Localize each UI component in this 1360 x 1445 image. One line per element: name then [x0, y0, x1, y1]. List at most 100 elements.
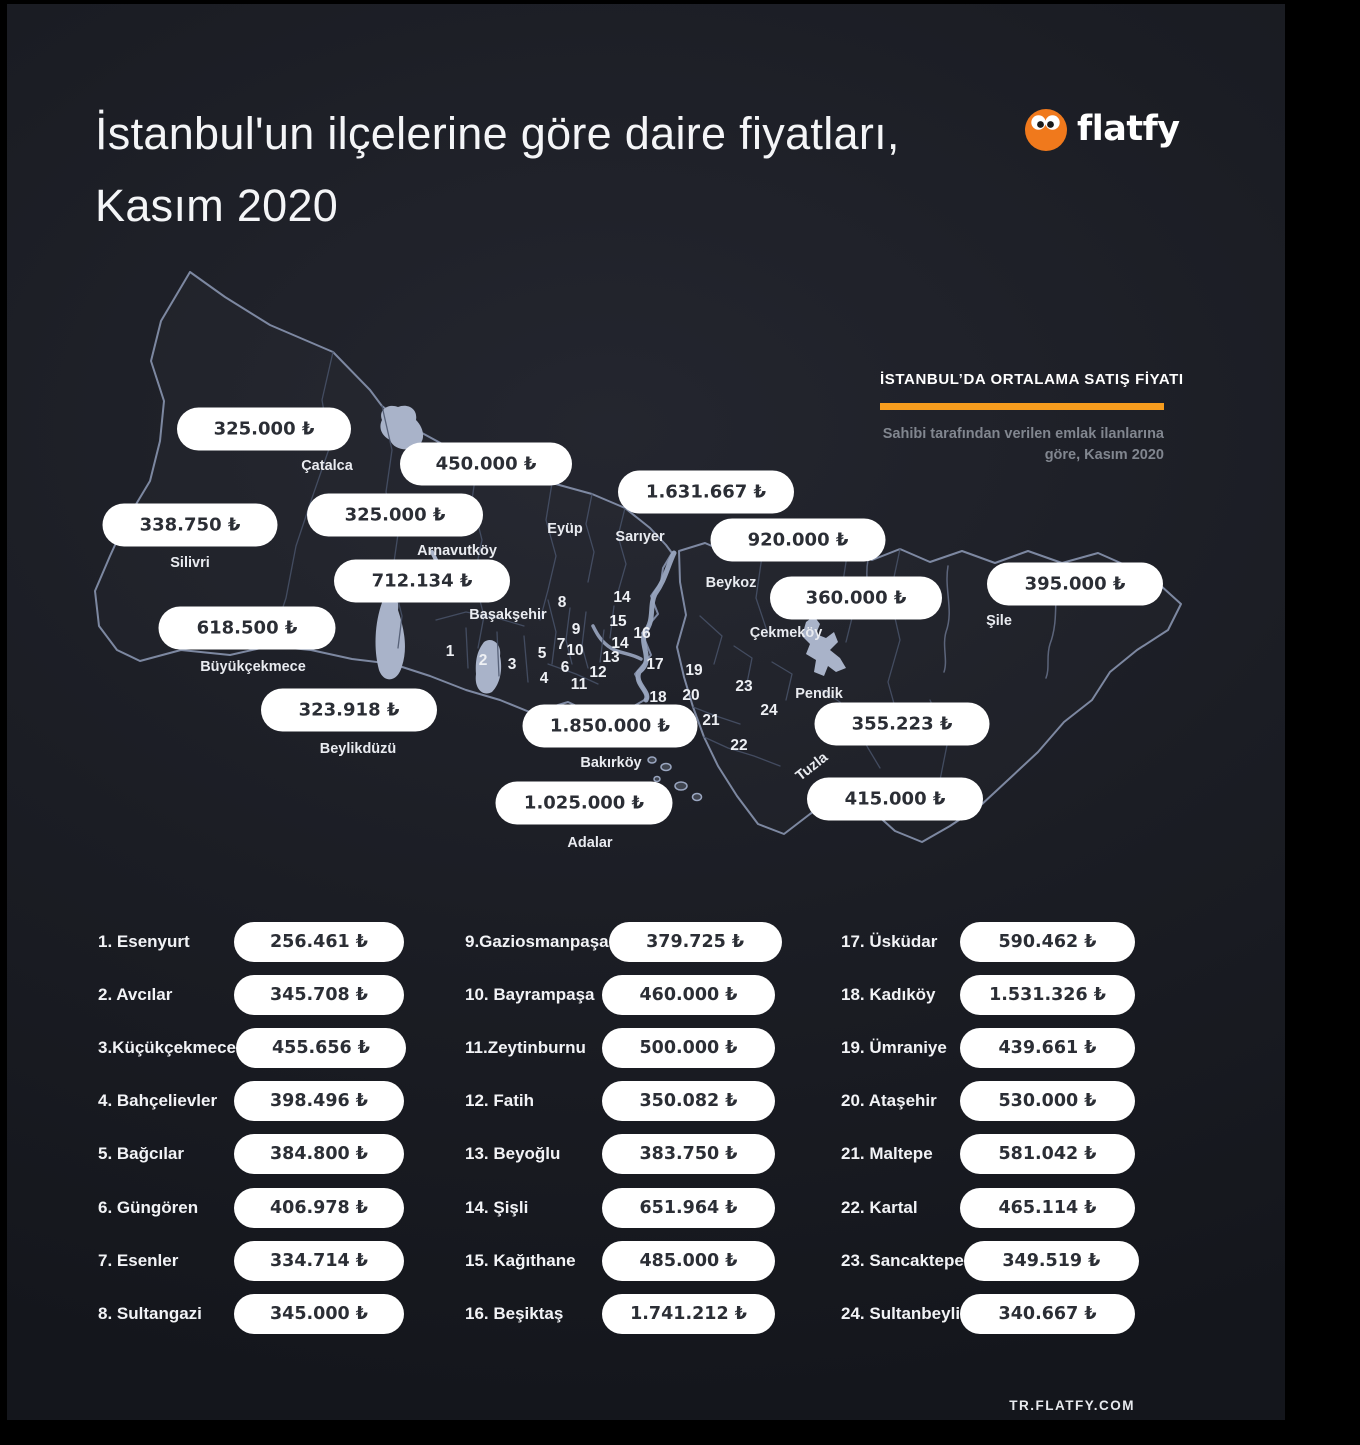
list-row: 3.Küçükçekmece 455.656 ₺	[98, 1021, 406, 1074]
district-label: 15. Kağıthane	[465, 1250, 576, 1270]
list-row: 7. Esenler 334.714 ₺	[98, 1234, 404, 1287]
map-district-number: 12	[589, 664, 607, 681]
map-district-number: 15	[609, 613, 627, 630]
map-price-pill-arnavutkoy: 325.000 ₺	[307, 493, 483, 537]
district-label: 5. Bağcılar	[98, 1144, 184, 1164]
price-pill: 345.708 ₺	[234, 974, 404, 1015]
list-row: 17. Üsküdar 590.462 ₺	[841, 915, 1135, 968]
district-label: 23. Sancaktepe	[841, 1250, 964, 1270]
info-box-subtitle-line1: Sahibi tarafından verilen emlak ilanları…	[882, 426, 1164, 442]
info-box-subtitle-line2: göre, Kasım 2020	[1044, 447, 1164, 463]
price-pill: 406.978 ₺	[234, 1187, 404, 1228]
list-row: 8. Sultangazi 345.000 ₺	[98, 1287, 404, 1340]
list-column-3: 17. Üsküdar 590.462 ₺ 18. Kadıköy 1.531.326…	[841, 915, 1139, 1341]
district-label: 22. Kartal	[841, 1197, 918, 1217]
price-pill: 383.750 ₺	[602, 1134, 775, 1175]
price-pill: 345.000 ₺	[234, 1293, 404, 1334]
princes-islands	[647, 756, 703, 802]
price-pill: 1.531.326 ₺	[960, 974, 1135, 1015]
map-district-number: 19	[685, 662, 703, 679]
district-label: 16. Beşiktaş	[465, 1303, 564, 1323]
map-district-number: 3	[507, 656, 517, 673]
district-label: 10. Bayrampaşa	[465, 984, 595, 1004]
district-label: 17. Üsküdar	[841, 931, 938, 951]
price-pill: 384.800 ₺	[234, 1134, 404, 1175]
list-row: 15. Kağıthane 485.000 ₺	[465, 1234, 775, 1287]
list-row: 6. Güngören 406.978 ₺	[98, 1181, 404, 1234]
district-label: 4. Bahçelievler	[98, 1091, 218, 1111]
map-price-pill-basaksehir: 712.134 ₺	[334, 559, 510, 603]
omerli-dam	[802, 616, 846, 676]
map-price-pill-buyukcekmece: 618.500 ₺	[158, 606, 336, 650]
map-price-pill-pendik: 355.223 ₺	[814, 702, 990, 746]
map-district-number: 13	[602, 649, 620, 666]
price-pill: 349.519 ₺	[963, 1240, 1139, 1281]
list-row: 5. Bağcılar 384.800 ₺	[98, 1128, 404, 1181]
map-price-pill-beylikduzu: 323.918 ₺	[261, 688, 437, 732]
map-district-number: 4	[539, 670, 549, 687]
map-district-number: 21	[702, 712, 720, 729]
map-district-number: 23	[735, 678, 753, 695]
map-district-number: 7	[556, 636, 566, 653]
list-row: 2. Avcılar 345.708 ₺	[98, 968, 404, 1021]
map-district-label-bakirkoy: Bakırköy	[580, 755, 642, 771]
map-district-number: 16	[633, 625, 651, 642]
golden-horn	[591, 624, 643, 661]
map-district-number: 6	[560, 659, 570, 676]
map-price-pill-catalca: 325.000 ₺	[177, 407, 351, 451]
map-district-label-arnavutkoy: Arnavutköy	[417, 543, 497, 559]
map-district-label-beykoz: Beykoz	[705, 575, 757, 591]
kucukcekmece-lake	[475, 639, 502, 694]
district-label: 6. Güngören	[98, 1197, 199, 1217]
page-title: İstanbul'un ilçelerine göre daire fiyatl…	[95, 98, 900, 242]
map-district-label-eyup: Eyüp	[547, 521, 583, 537]
map-district-number: 18	[649, 689, 667, 706]
price-pill: 485.000 ₺	[602, 1240, 775, 1281]
map-district-label-cekmekoy: Çekmeköy	[749, 625, 823, 641]
price-pill: 334.714 ₺	[234, 1240, 404, 1281]
map-district-label-beylikduzu: Beylikdüzü	[319, 741, 397, 757]
district-label: 11.Zeytinburnu	[465, 1037, 586, 1057]
map-district-label-basaksehir: Başakşehir	[469, 607, 547, 623]
price-pill: 350.082 ₺	[602, 1081, 775, 1122]
map-price-pill-sile: 395.000 ₺	[987, 562, 1163, 606]
buyukcekmece-lake	[375, 595, 405, 680]
list-row: 1. Esenyurt 256.461 ₺	[98, 915, 404, 968]
map-district-number: 1	[445, 643, 455, 660]
list-row: 16. Beşiktaş 1.741.212 ₺	[465, 1287, 775, 1340]
price-pill: 398.496 ₺	[234, 1081, 404, 1122]
map-district-label-sariyer: Sarıyer	[615, 529, 665, 545]
map-district-number: 11	[570, 676, 588, 693]
flatfy-logo-text: flatfy	[1077, 109, 1180, 149]
footer-site-url: TR.FLATFY.COM	[1009, 1398, 1135, 1413]
district-label: 3.Küçükçekmece	[98, 1037, 236, 1057]
list-row: 13. Beyoğlu 383.750 ₺	[465, 1128, 775, 1181]
map-district-number: 9	[571, 621, 581, 638]
map-district-label-sile: Şile	[986, 613, 1012, 629]
map-price-pill-cekmekoy: 360.000 ₺	[770, 576, 942, 620]
list-column-2: 9.Gaziosmanpaşa 379.725 ₺ 10. Bayrampaşa 46…	[465, 915, 782, 1341]
accent-bar	[880, 403, 1164, 410]
bosphorus-strait	[635, 550, 677, 703]
price-pill: 439.661 ₺	[960, 1027, 1135, 1068]
list-row: 14. Şişli 651.964 ₺	[465, 1181, 775, 1234]
list-row: 11.Zeytinburnu 500.000 ₺	[465, 1021, 775, 1074]
list-column-1: 1. Esenyurt 256.461 ₺ 2. Avcılar 345.708 ₺ 3…	[98, 915, 406, 1341]
map-district-number: 14	[611, 635, 629, 652]
map-price-pill-eyup: 450.000 ₺	[400, 442, 572, 486]
price-pill: 340.667 ₺	[960, 1293, 1136, 1334]
map-district-label-adalar: Adalar	[567, 835, 613, 851]
info-box-subtitle: Sahibi tarafından verilen emlak ilanları…	[880, 424, 1164, 466]
list-row: 19. Ümraniye 439.661 ₺	[841, 1021, 1135, 1074]
price-pill: 1.741.212 ₺	[602, 1293, 775, 1334]
flatfy-logo: flatfy	[1022, 105, 1180, 153]
price-pill: 460.000 ₺	[602, 974, 775, 1015]
price-pill: 581.042 ₺	[960, 1134, 1135, 1175]
district-label: 21. Maltepe	[841, 1144, 933, 1164]
list-row: 10. Bayrampaşa 460.000 ₺	[465, 968, 775, 1021]
list-row: 21. Maltepe 581.042 ₺	[841, 1128, 1135, 1181]
district-label: 7. Esenler	[98, 1250, 179, 1270]
map-district-number: 10	[566, 642, 584, 659]
list-row: 9.Gaziosmanpaşa 379.725 ₺	[465, 915, 782, 968]
